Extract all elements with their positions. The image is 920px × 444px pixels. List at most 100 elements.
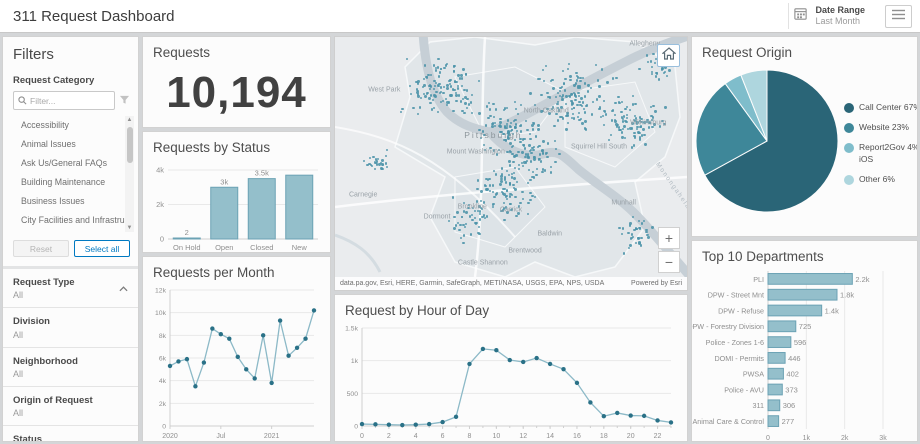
request-dot: [423, 84, 426, 87]
request-dot: [461, 109, 464, 113]
request-dot: [506, 119, 509, 122]
requests-by-status-chart[interactable]: 0 2k 4k 2 On Hold 3k Open 3.5k Closed New: [143, 157, 330, 252]
filter-selector-label: Origin of Request: [13, 394, 93, 406]
request-dot: [448, 83, 452, 86]
request-dot: [595, 63, 598, 67]
hamburger-menu-button[interactable]: [885, 4, 912, 28]
request-dot: [640, 236, 643, 239]
request-dot: [571, 101, 574, 104]
request-dot: [585, 104, 588, 108]
request-dot: [466, 97, 469, 100]
map-panel[interactable]: West Park Allegheny North Oakland Pittsburg…: [334, 36, 688, 291]
category-list-item[interactable]: Accessibility: [21, 120, 69, 130]
request-dot: [512, 187, 516, 190]
request-dot: [518, 138, 522, 141]
category-list-item[interactable]: Business Issues: [21, 196, 85, 206]
request-dot: [569, 78, 572, 81]
filter-selector[interactable]: Status All: [3, 426, 138, 441]
request-dot: [558, 115, 561, 118]
request-dot: [581, 122, 584, 125]
request-dot: [443, 67, 446, 70]
scroll-down-icon[interactable]: ▼: [126, 225, 133, 231]
request-dot: [468, 215, 471, 218]
request-dot: [586, 90, 590, 93]
request-dot: [640, 134, 643, 137]
request-dot: [646, 120, 649, 124]
category-list-item[interactable]: City Facilities and Infrastructure: [21, 215, 132, 225]
request-dot: [558, 152, 561, 155]
request-dot: [636, 125, 639, 129]
request-dot: [523, 137, 526, 140]
category-search-box[interactable]: [13, 91, 115, 110]
request-dot: [507, 137, 510, 140]
request-dot: [375, 160, 378, 163]
home-extent-button[interactable]: [657, 44, 680, 67]
request-by-hour-chart[interactable]: 0 500 1k 1.5k 0 2 4 6 8 10 12 14 16 18 20 22: [335, 320, 687, 441]
request-dot: [521, 151, 524, 154]
request-dot: [456, 221, 460, 225]
svg-text:18: 18: [600, 433, 608, 440]
request-dot: [540, 93, 543, 97]
request-dot: [603, 109, 606, 113]
request-dot: [634, 227, 638, 230]
reset-button[interactable]: Reset: [13, 240, 69, 257]
top-departments-chart[interactable]: 0 1k 2k 3k PLI 2.2k DPW - Street Mnt 1.8k DPW - …: [692, 266, 917, 441]
request-dot: [417, 80, 420, 83]
request-dot: [646, 118, 649, 121]
filter-selector[interactable]: Request Type All: [3, 269, 138, 309]
request-dot: [506, 169, 509, 173]
category-filter-input[interactable]: [30, 95, 100, 106]
request-dot: [660, 68, 664, 71]
requests-per-month-chart[interactable]: 0 2k 4k 6k 8k 10k 12k 2020 Jul 2021: [143, 282, 330, 441]
filter-selector[interactable]: Division All: [3, 308, 138, 348]
request-dot: [502, 187, 505, 191]
zoom-in-button[interactable]: +: [658, 227, 680, 249]
request-dot: [500, 173, 504, 176]
request-dot: [510, 145, 514, 149]
request-dot: [428, 97, 431, 100]
request-dot: [654, 57, 658, 61]
home-icon: [660, 46, 677, 65]
category-list-item[interactable]: Building Maintenance: [21, 177, 106, 187]
request-dot: [638, 226, 641, 230]
request-dot: [554, 147, 558, 151]
request-dot: [433, 64, 436, 67]
filter-selector[interactable]: Origin of Request All: [3, 387, 138, 426]
request-dot: [485, 177, 488, 181]
request-dot: [556, 119, 560, 122]
category-list-item[interactable]: Ask Us/General FAQs: [21, 158, 108, 168]
request-dot: [574, 94, 577, 97]
request-dot: [622, 120, 625, 123]
request-dot: [517, 212, 520, 215]
svg-text:446: 446: [788, 354, 801, 363]
request-dot: [639, 244, 643, 247]
select-all-button[interactable]: Select all: [74, 240, 130, 257]
request-dot: [621, 227, 625, 230]
request-dot: [638, 136, 642, 139]
scrollbar-thumb[interactable]: [126, 127, 133, 163]
filter-selectors: Request Type All Division All Neighborho…: [3, 269, 138, 441]
request-dot: [541, 152, 545, 155]
request-dot: [638, 242, 641, 245]
legend-color-dot: [844, 103, 854, 114]
svg-text:0: 0: [160, 235, 164, 244]
date-range-selector[interactable]: Date Range Last Month: [788, 2, 875, 30]
request-dot: [631, 94, 635, 98]
request-dot: [515, 154, 518, 157]
funnel-icon[interactable]: [119, 92, 130, 110]
request-origin-pie[interactable]: [692, 62, 842, 225]
category-scrollbar[interactable]: ▲ ▼: [125, 116, 134, 232]
request-dot: [462, 241, 465, 245]
request-dot: [476, 187, 479, 191]
zoom-out-button[interactable]: −: [658, 251, 680, 273]
request-dot: [376, 157, 379, 161]
request-dot: [509, 142, 512, 145]
scroll-up-icon[interactable]: ▲: [126, 117, 133, 123]
request-dot: [510, 172, 514, 175]
request-dot: [437, 57, 440, 61]
request-dot: [565, 95, 568, 98]
top-departments-panel: Top 10 Departments 0 1k 2k 3k PLI 2.2k DPW - S…: [691, 240, 918, 442]
request-dot: [645, 228, 648, 231]
category-list-item[interactable]: Animal Issues: [21, 139, 76, 149]
filter-selector[interactable]: Neighborhood All: [3, 348, 138, 387]
